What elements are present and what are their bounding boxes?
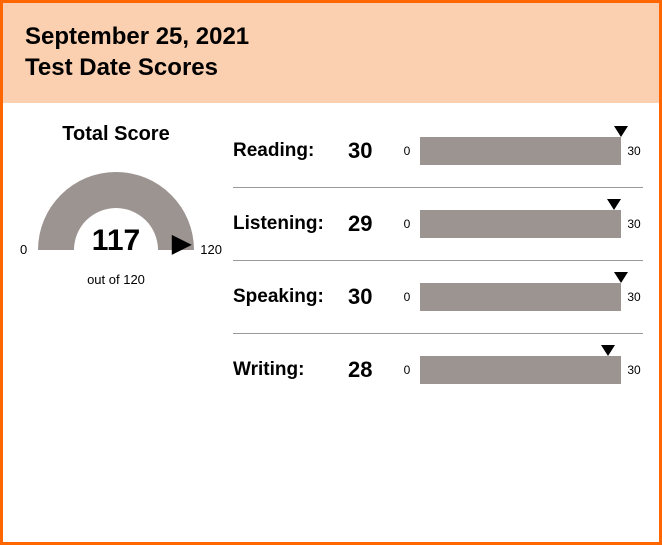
skill-row: Writing:280 30 <box>233 334 643 406</box>
bar-min-label: 0 <box>398 217 416 231</box>
bar-min-label: 0 <box>398 290 416 304</box>
header-title: Test Date Scores <box>25 52 637 83</box>
bar-max-label: 30 <box>625 290 643 304</box>
bar-track <box>420 137 621 165</box>
total-score-value: 117 <box>16 224 216 258</box>
skill-label: Writing: <box>233 359 348 381</box>
bar-track <box>420 210 621 238</box>
total-score-panel: Total Score 0 120 117 out of 120 <box>11 115 221 406</box>
triangle-down-icon <box>614 272 628 283</box>
bar-max-label: 30 <box>625 144 643 158</box>
bar-max-label: 30 <box>625 363 643 377</box>
skill-row: Speaking:30030 <box>233 261 643 334</box>
bar-track <box>420 283 621 311</box>
bar-min-label: 0 <box>398 144 416 158</box>
bar-track <box>420 356 621 384</box>
triangle-down-icon <box>614 126 628 137</box>
total-score-caption: out of 120 <box>11 272 221 287</box>
bar-max-label: 30 <box>625 217 643 231</box>
triangle-down-icon <box>607 199 621 210</box>
skill-score: 30 <box>348 138 398 164</box>
skill-bar-area: 0 30 <box>398 210 643 238</box>
test-date: September 25, 2021 <box>25 21 637 52</box>
skill-score: 28 <box>348 357 398 383</box>
skill-score: 30 <box>348 284 398 310</box>
card-header: September 25, 2021 Test Date Scores <box>3 3 659 103</box>
skill-label: Speaking: <box>233 286 348 308</box>
skill-row: Reading:30030 <box>233 115 643 188</box>
skill-label: Reading: <box>233 140 348 162</box>
skill-bar-area: 0 30 <box>398 137 643 165</box>
skill-bar-area: 0 30 <box>398 283 643 311</box>
card-body: Total Score 0 120 117 out of 120 Reading… <box>3 103 659 418</box>
skill-label: Listening: <box>233 213 348 235</box>
total-score-gauge: 0 120 117 <box>16 150 216 270</box>
score-card: September 25, 2021 Test Date Scores Tota… <box>0 0 662 545</box>
skill-bar-area: 0 30 <box>398 356 643 384</box>
skill-score: 29 <box>348 211 398 237</box>
skills-panel: Reading:30030Listening:29030Speaking:300… <box>221 115 643 406</box>
bar-min-label: 0 <box>398 363 416 377</box>
skill-row: Listening:290 30 <box>233 188 643 261</box>
triangle-down-icon <box>601 345 615 356</box>
total-score-label: Total Score <box>11 123 221 146</box>
